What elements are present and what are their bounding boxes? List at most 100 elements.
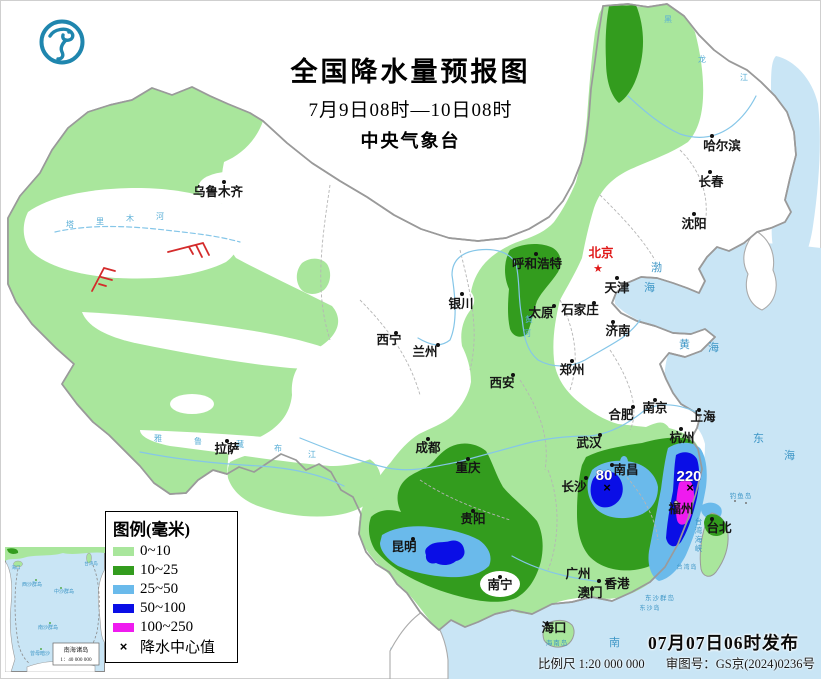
korea-peninsula	[743, 230, 777, 311]
river-label: 布	[274, 443, 282, 453]
sea-label: 海	[784, 448, 796, 462]
china-border	[7, 3, 797, 631]
city-dot	[611, 320, 615, 324]
sea-label: 东	[753, 432, 765, 445]
river-label: 龙	[698, 54, 706, 64]
wind-barb-icons	[91, 242, 210, 292]
legend-item: 10~25	[113, 561, 230, 580]
city-label: 台北	[706, 520, 732, 535]
city-dot	[436, 343, 440, 347]
city-dot	[615, 276, 619, 280]
city-dot	[597, 579, 601, 583]
city-label: 合肥	[608, 407, 634, 422]
city-markers: 乌鲁木齐 哈尔滨长春沈阳 ★ 北京天津石家庄太原 呼和浩特银川西宁兰州西安 郑州 济南合肥南…	[193, 134, 741, 635]
river-label: 木	[126, 213, 134, 223]
wind-barb-icon	[167, 242, 210, 258]
hainan-island	[542, 619, 575, 648]
inset-island-label: 南沙群岛	[38, 624, 58, 631]
legend-color-chip	[113, 604, 134, 613]
city-label: 香港	[603, 576, 630, 591]
city-dot	[511, 373, 515, 377]
foreign-land-layer	[389, 230, 777, 679]
rivers-layer	[54, 95, 757, 583]
city-dot	[394, 331, 398, 335]
city-dot	[552, 304, 556, 308]
city-label: 长春	[698, 174, 724, 189]
river-label: 黑	[664, 15, 672, 24]
city-dot	[498, 575, 502, 579]
city-label: 昆明	[391, 539, 416, 554]
city-dot	[710, 517, 714, 521]
river-label: 雅	[154, 433, 162, 443]
city-dot	[534, 252, 538, 256]
city-label: 武汉	[576, 435, 602, 450]
inset-island-label: 海口	[12, 564, 21, 571]
legend-color-chip	[113, 566, 134, 575]
sea-label: 台	[695, 516, 704, 526]
precip-center-values: 80×220×	[595, 467, 701, 495]
inset-island-label: 中沙群岛	[54, 588, 74, 595]
precip-center-x-icon: ×	[686, 480, 694, 495]
river-labels: 塔里木河黑龙江黄河雅鲁藏布江	[66, 15, 748, 459]
river-label: 里	[96, 217, 104, 226]
city-label: 沈阳	[681, 216, 706, 231]
capital-star-icon: ★	[593, 263, 603, 275]
scale-text: 比例尺 1:20 000 000	[538, 657, 645, 671]
city-label: 成都	[415, 440, 441, 455]
precip-center-x-icon: ×	[119, 639, 128, 654]
legend-color-chip	[113, 547, 134, 556]
city-label: 西安	[489, 375, 514, 390]
city-label: 太原	[528, 305, 554, 320]
city-dot	[610, 463, 614, 467]
city-dot	[590, 587, 594, 591]
city-dot	[426, 437, 430, 441]
publish-time: 07月07日06时发布	[648, 633, 799, 653]
city-label: 哈尔滨	[703, 138, 741, 153]
city-label: 天津	[604, 280, 630, 295]
river-label: 江	[308, 450, 316, 459]
river-label: 黄	[525, 314, 533, 324]
city-dot	[471, 509, 475, 513]
precip-center-value: 220	[676, 468, 701, 485]
city-label: 长沙	[561, 479, 587, 494]
inset-title: 南海诸岛	[64, 646, 89, 654]
city-dot	[692, 212, 696, 216]
precip-center-x-icon: ×	[603, 480, 611, 495]
city-label: 南京	[642, 400, 668, 415]
city-label: 呼和浩特	[512, 256, 563, 271]
city-dot	[411, 537, 415, 541]
city-label: 银川	[448, 296, 473, 311]
city-label: 福州	[667, 501, 693, 516]
wind-barb-icon	[91, 267, 116, 292]
city-label: 兰州	[412, 344, 437, 359]
legend-color-chip	[113, 623, 134, 632]
city-dot	[673, 500, 679, 506]
inset-island-label: 西沙群岛	[22, 581, 42, 588]
sea-label: 钓鱼岛	[730, 491, 753, 500]
sea-label: 海	[695, 534, 704, 544]
river-label: 河	[156, 211, 164, 221]
legend-item: 0~10	[113, 542, 230, 561]
river-label: 藏	[236, 439, 244, 449]
legend-item: 25~50	[113, 580, 230, 599]
city-label: 石家庄	[560, 302, 599, 317]
river-label: 河	[523, 328, 531, 338]
legend-item: 50~100	[113, 599, 230, 618]
legend-range-label: 0~10	[140, 543, 171, 559]
city-label: 贵阳	[460, 511, 485, 526]
city-dot	[697, 408, 701, 412]
sea-label: 渤	[651, 261, 663, 274]
city-dot	[598, 433, 602, 437]
city-label: 拉萨	[214, 441, 240, 456]
sea-label: 海南岛	[546, 638, 569, 647]
city-label: 乌鲁木齐	[193, 184, 244, 199]
cma-dragon-logo-icon	[39, 19, 85, 65]
city-dot	[466, 457, 470, 461]
province-boundaries	[320, 149, 707, 571]
city-label: 南宁	[487, 577, 512, 592]
city-dot	[584, 476, 588, 480]
city-dot	[592, 301, 596, 305]
